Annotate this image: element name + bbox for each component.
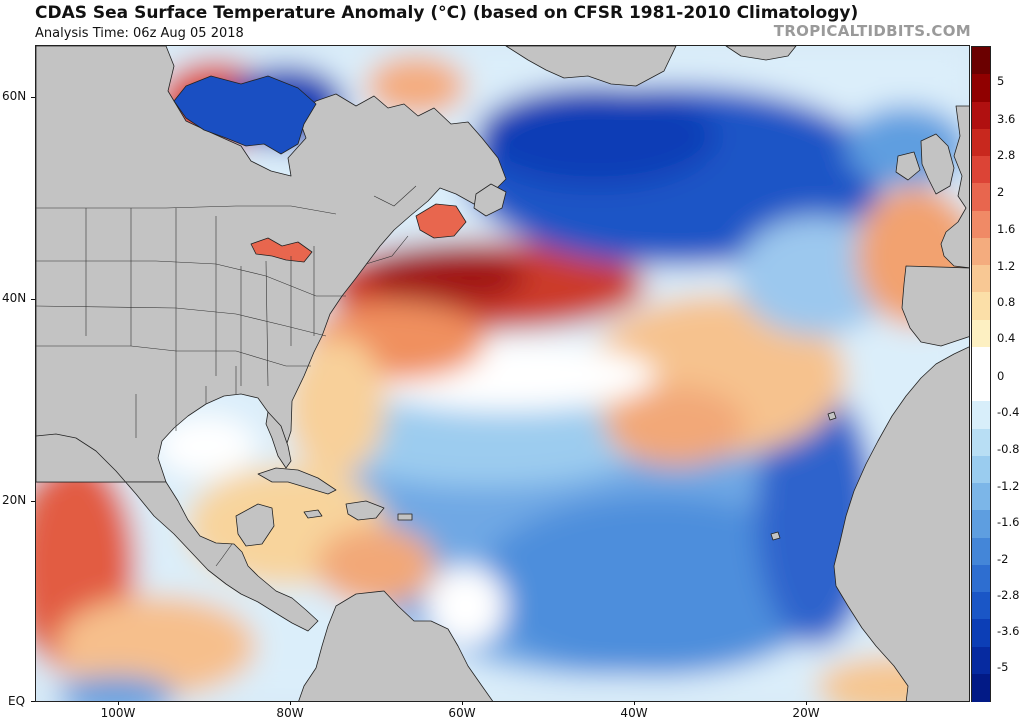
great-lakes (250, 237, 313, 263)
colorbar-segment (972, 74, 990, 103)
britain (920, 133, 955, 195)
mexico-central-america (36, 433, 319, 632)
iberia (901, 265, 969, 347)
colorbar-label: -2 (997, 552, 1009, 566)
colorbar-segment (972, 237, 990, 266)
north-america (36, 46, 507, 483)
colorbar-segment (972, 319, 990, 348)
lat-label-20n: 20N (2, 493, 27, 507)
colorbar-segment (972, 537, 990, 566)
colorbar-segment (972, 646, 990, 675)
colorbar-segment (972, 564, 990, 593)
puerto-rico (397, 513, 413, 521)
hispaniola (345, 500, 385, 521)
lon-label-80w: 80W (276, 706, 304, 720)
colorbar-segment (972, 401, 990, 430)
colorbar-segment (972, 592, 990, 620)
colorbar-segment (972, 128, 990, 157)
greenland (505, 46, 677, 87)
colorbar-label: -1.6 (997, 515, 1020, 529)
colorbar-label: -3.6 (997, 624, 1020, 638)
canary-islands (827, 411, 837, 421)
hudson-bay (173, 75, 317, 155)
colorbar-segment (972, 210, 990, 239)
colorbar-label: 2 (997, 185, 1005, 199)
lon-tick (806, 701, 807, 705)
colorbar-segment (972, 510, 990, 539)
newfoundland (473, 183, 507, 217)
colorbar-label: 1.2 (997, 259, 1016, 273)
analysis-time: Analysis Time: 06z Aug 05 2018 (35, 26, 244, 41)
florida (265, 411, 292, 469)
colorbar-label: -0.8 (997, 442, 1020, 456)
colorbar-segment (972, 673, 990, 702)
site-credit: TROPICALTIDBITS.COM (773, 22, 971, 40)
lon-tick (462, 701, 463, 705)
colorbar-segment (972, 428, 990, 457)
gulf-of-st-lawrence (415, 203, 467, 239)
lon-label-20w: 20W (792, 706, 820, 720)
lat-tick (31, 501, 35, 502)
lat-tick (31, 701, 35, 702)
colorbar-segment (972, 156, 990, 184)
colorbar-label: -0.4 (997, 405, 1020, 419)
lat-label-40n: 40N (2, 291, 27, 305)
colorbar-segment (972, 374, 990, 402)
lat-tick (31, 97, 35, 98)
colorbar-segment (972, 619, 990, 648)
colorbar-segment (972, 455, 990, 484)
iceland (725, 46, 797, 61)
lon-label-100w: 100W (100, 706, 136, 720)
jamaica (303, 509, 323, 519)
political-borders (36, 185, 417, 567)
colorbar-label: 2.8 (997, 148, 1016, 162)
south-america (298, 590, 494, 701)
colorbar-segment (972, 101, 990, 130)
land-masses (36, 46, 969, 701)
colorbar-label: 3.6 (997, 112, 1016, 126)
colorbar-label: -1.2 (997, 479, 1020, 493)
africa (833, 346, 969, 701)
colorbar-label: -5 (997, 660, 1009, 674)
colorbar-label: 0 (997, 369, 1005, 383)
colorbar-label: 0.4 (997, 331, 1016, 345)
colorbar-segment (972, 346, 990, 375)
ireland (895, 151, 921, 181)
colorbar-segment (972, 265, 990, 293)
colorbar-segment (972, 483, 990, 511)
lon-tick (118, 701, 119, 705)
anomaly-field (36, 46, 969, 701)
sst-anomaly-map (35, 45, 970, 702)
lat-label-60n: 60N (2, 89, 27, 103)
colorbar-label: 1.6 (997, 222, 1016, 236)
lon-label-60w: 60W (448, 706, 476, 720)
colorbar-segment (972, 183, 990, 212)
colorbar (971, 46, 991, 702)
lat-label-eq: EQ (8, 694, 26, 708)
colorbar-label: 0.8 (997, 295, 1016, 309)
lon-tick (290, 701, 291, 705)
cape-verde (770, 531, 781, 541)
yucatan (235, 503, 275, 547)
map-canvas (36, 46, 969, 701)
lon-label-40w: 40W (620, 706, 648, 720)
lon-tick (634, 701, 635, 705)
map-title: CDAS Sea Surface Temperature Anomaly (°C… (35, 3, 859, 23)
cuba (257, 467, 337, 495)
colorbar-segment (972, 47, 990, 75)
colorbar-label: -2.8 (997, 588, 1020, 602)
colorbar-segment (972, 292, 990, 321)
lat-tick (31, 299, 35, 300)
colorbar-label: 5 (997, 74, 1005, 88)
